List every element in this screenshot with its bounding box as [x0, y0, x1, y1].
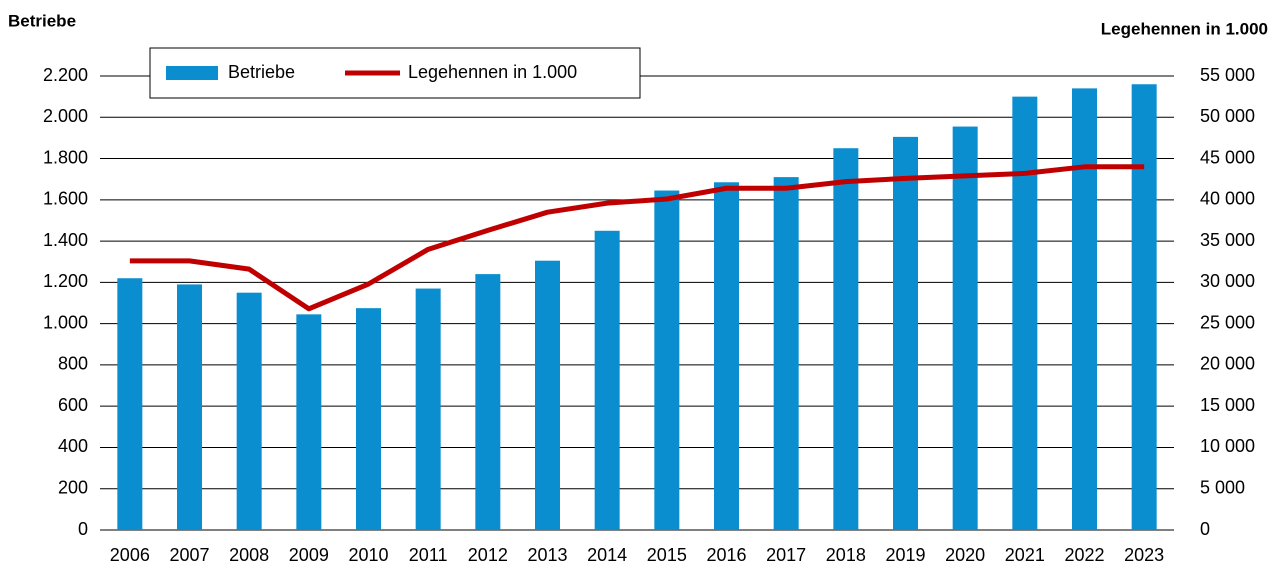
x-tick-label: 2015: [647, 545, 687, 565]
x-tick-label: 2008: [229, 545, 269, 565]
y-axis-title: Betriebe: [8, 11, 76, 30]
y2-tick-label: 5 000: [1200, 477, 1245, 497]
x-tick-label: 2011: [409, 545, 448, 565]
y2-tick-label: 15 000: [1200, 395, 1255, 415]
x-tick-label: 2016: [706, 545, 746, 565]
y2-tick-label: 25 000: [1200, 312, 1255, 332]
bar: [356, 308, 381, 530]
x-tick-label: 2013: [527, 545, 567, 565]
bar: [1012, 96, 1038, 531]
x-tick-label: 2020: [945, 545, 985, 565]
y2-tick-label: 20 000: [1200, 354, 1255, 374]
y-tick-label: 1.400: [43, 230, 88, 250]
y-tick-label: 400: [58, 436, 88, 456]
y2-tick-label: 50 000: [1200, 106, 1255, 126]
bar: [714, 182, 739, 530]
bar: [117, 278, 143, 530]
bar: [952, 126, 978, 531]
y2-tick-label: 35 000: [1200, 230, 1255, 250]
y-tick-label: 2.000: [43, 106, 88, 126]
x-tick-label: 2022: [1064, 545, 1104, 565]
bar: [296, 314, 322, 530]
bar: [177, 284, 202, 530]
legend-swatch: [166, 66, 218, 80]
y2-tick-label: 55 000: [1200, 65, 1255, 85]
x-tick-label: 2018: [826, 545, 866, 565]
x-tick-label: 2019: [885, 545, 925, 565]
bar: [833, 148, 859, 530]
y2-axis-title: Legehennen in 1.000: [1101, 19, 1268, 38]
y-tick-label: 1.000: [43, 312, 88, 332]
y-tick-label: 600: [58, 395, 88, 415]
line: [129, 164, 1145, 312]
x-tick-label: 2009: [289, 545, 329, 565]
y2-tick-label: 45 000: [1200, 147, 1255, 167]
y-tick-label: 1.600: [43, 189, 88, 209]
legend: Betriebe Legehennen in 1.000: [149, 47, 641, 99]
bar: [535, 260, 560, 530]
y2-tick-label: 40 000: [1200, 189, 1255, 209]
y-tick-label: 1.800: [43, 147, 88, 167]
y2-tick-label: 30 000: [1200, 271, 1255, 291]
bar: [236, 292, 262, 530]
bar: [1072, 88, 1097, 530]
bar: [415, 288, 441, 530]
plot: [117, 84, 1157, 531]
y-tick-label: 800: [58, 354, 88, 374]
bar: [475, 274, 501, 530]
y-tick-label: 2.200: [43, 65, 88, 85]
x-tick-label: 2007: [169, 545, 209, 565]
legend-label: Legehennen in 1.000: [408, 62, 577, 82]
bar: [893, 136, 918, 531]
y2-tick-label: 10 000: [1200, 436, 1255, 456]
y-tick-label: 200: [58, 477, 88, 497]
x-tick-label: 2023: [1124, 545, 1164, 565]
y2-tick-label: 0: [1200, 519, 1210, 539]
x-tick-label: 2014: [587, 545, 627, 565]
legend-label: Betriebe: [228, 62, 295, 82]
x-tick-label: 2010: [348, 545, 388, 565]
bar: [594, 230, 620, 531]
bar: [654, 190, 680, 531]
x-tick-label: 2012: [468, 545, 508, 565]
x-tick-label: 2017: [766, 545, 806, 565]
x-tick-label: 2021: [1005, 545, 1045, 565]
y-tick-label: 1.200: [43, 271, 88, 291]
bar: [773, 177, 799, 531]
y-tick-label: 0: [78, 519, 88, 539]
bar: [1131, 84, 1157, 530]
x-tick-label: 2006: [110, 545, 150, 565]
